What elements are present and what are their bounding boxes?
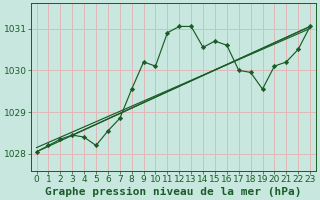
X-axis label: Graphe pression niveau de la mer (hPa): Graphe pression niveau de la mer (hPa) xyxy=(45,186,301,197)
